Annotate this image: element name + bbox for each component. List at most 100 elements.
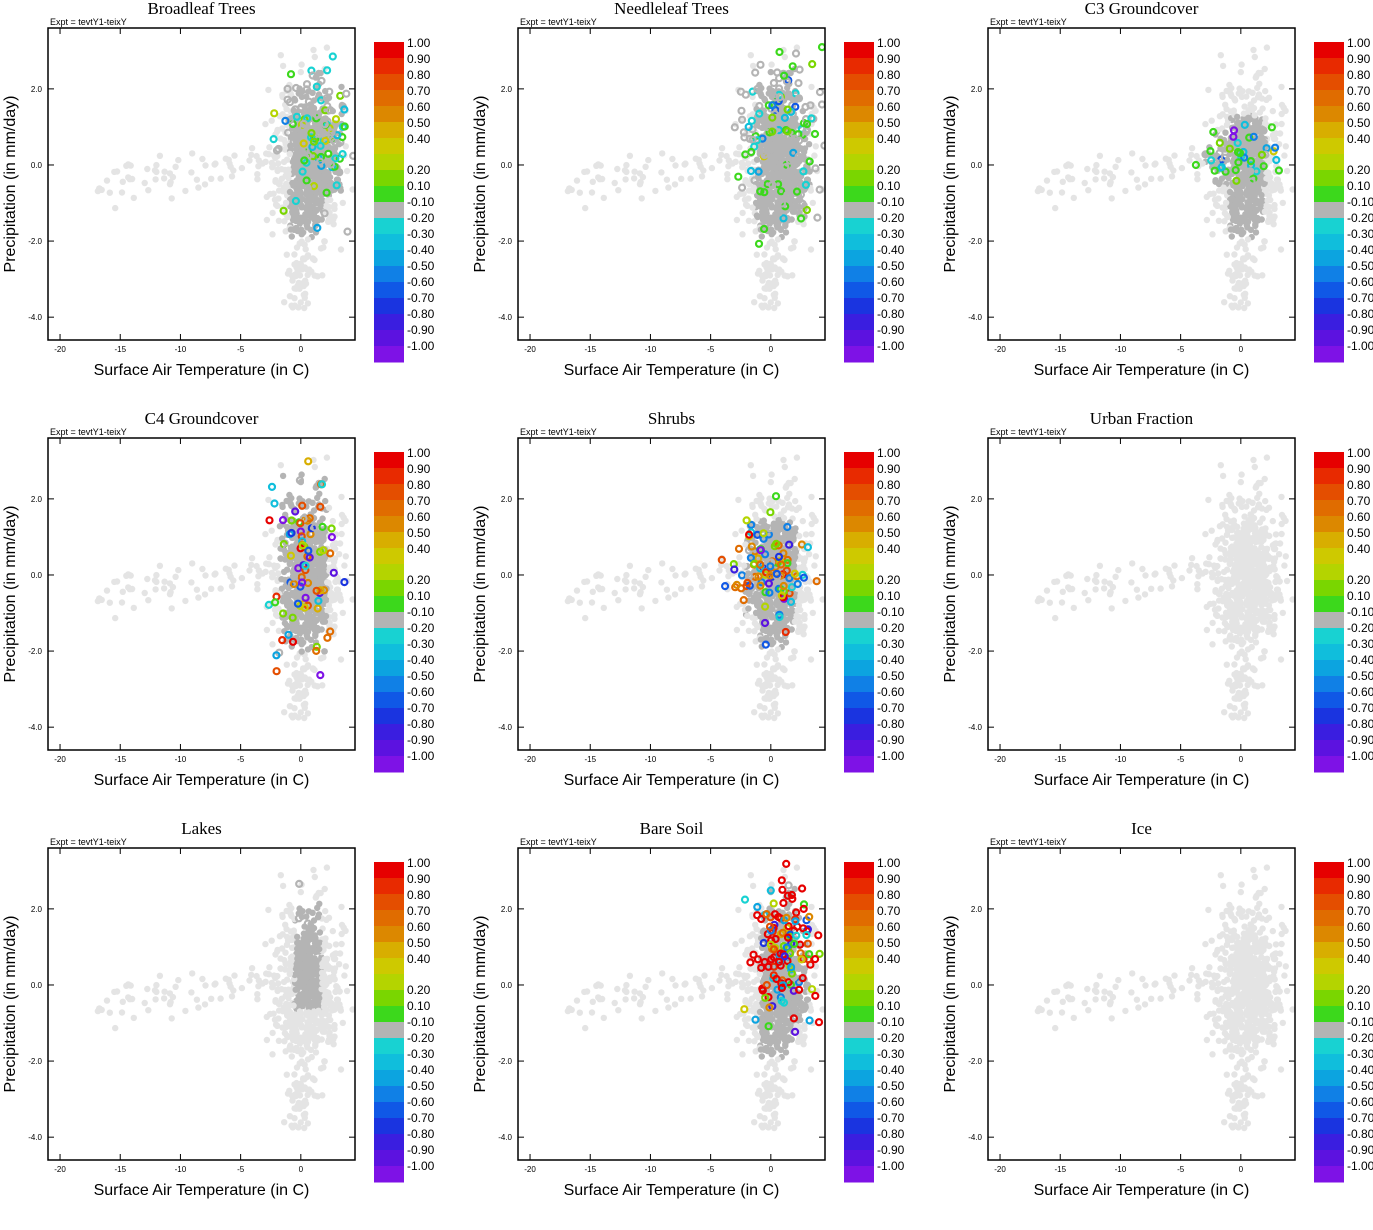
colorbar-swatch — [1314, 266, 1344, 283]
x-tick-label: -5 — [707, 345, 715, 354]
colorbar-swatch — [374, 692, 404, 709]
background-point — [293, 214, 299, 220]
background-point — [217, 175, 223, 181]
colorbar-label: 0.80 — [877, 478, 901, 492]
background-point — [612, 180, 618, 186]
background-point — [231, 562, 237, 568]
background-point — [771, 283, 777, 289]
background-point — [208, 586, 214, 592]
background-point — [783, 229, 789, 235]
background-point — [1135, 184, 1141, 190]
background-point — [645, 157, 651, 163]
background-point — [1209, 118, 1215, 124]
background-point — [281, 299, 287, 305]
background-point — [321, 648, 327, 654]
data-point — [756, 103, 762, 109]
colorbar-label: 0.40 — [407, 132, 431, 146]
background-point — [811, 562, 817, 568]
data-point — [331, 570, 337, 576]
background-point — [735, 497, 741, 503]
colorbar-label: 0.20 — [407, 163, 431, 177]
background-point — [755, 680, 761, 686]
colorbar-label: 0.50 — [877, 526, 901, 540]
scatter-points — [95, 454, 374, 721]
background-point — [1054, 168, 1060, 174]
background-point — [622, 586, 628, 592]
background-point — [283, 200, 289, 206]
background-point — [1264, 198, 1270, 204]
background-point — [718, 152, 724, 158]
background-point — [1254, 85, 1260, 91]
data-point — [274, 668, 280, 674]
data-point — [758, 62, 764, 68]
background-point — [682, 570, 688, 576]
background-point — [1234, 197, 1240, 203]
colorbar-label: 0.80 — [1347, 68, 1371, 82]
background-point — [1122, 188, 1128, 194]
background-point — [256, 157, 262, 163]
experiment-label: Expt = tevtY1-teixY — [520, 17, 597, 27]
background-point — [1273, 130, 1279, 136]
background-point — [341, 562, 347, 568]
background-point — [288, 495, 294, 501]
background-point — [199, 566, 205, 572]
background-point — [771, 715, 777, 721]
background-point — [758, 713, 764, 719]
background-point — [301, 305, 307, 311]
background-point — [627, 153, 633, 159]
background-point — [751, 709, 757, 715]
colorbar-label: 0.60 — [877, 100, 901, 114]
background-point — [782, 464, 788, 470]
background-point — [326, 505, 332, 511]
colorbar-label: -0.30 — [1347, 227, 1373, 241]
background-point — [294, 557, 300, 563]
background-point — [301, 283, 307, 289]
background-point — [1084, 166, 1090, 172]
background-point — [310, 255, 316, 261]
data-point — [269, 484, 275, 490]
background-point — [784, 683, 790, 689]
background-point — [312, 577, 318, 583]
background-point — [1240, 217, 1246, 223]
colorbar-label: -0.90 — [877, 323, 905, 337]
experiment-label: Expt = tevtY1-teixY — [520, 427, 597, 437]
background-point — [189, 150, 195, 156]
background-point — [153, 572, 159, 578]
data-point — [790, 63, 796, 69]
background-point — [810, 200, 816, 206]
background-point — [768, 69, 774, 75]
colorbar-swatch — [844, 202, 874, 219]
background-point — [323, 613, 329, 619]
background-point — [313, 567, 319, 573]
background-point — [784, 85, 790, 91]
colorbar-swatch — [374, 74, 404, 91]
background-point — [725, 573, 731, 579]
background-point — [112, 205, 118, 211]
colorbar-label: 0.80 — [877, 68, 901, 82]
colorbar-label: -0.40 — [1347, 243, 1373, 257]
background-point — [290, 182, 296, 188]
background-point — [782, 54, 788, 60]
background-point — [338, 246, 344, 252]
background-point — [769, 238, 775, 244]
y-tick-label: -2.0 — [498, 647, 512, 656]
colorbar-swatch — [844, 154, 874, 171]
data-point — [793, 51, 799, 57]
colorbar-swatch — [374, 106, 404, 123]
background-point — [700, 577, 706, 583]
background-point — [808, 246, 814, 252]
colorbar-label: -0.20 — [407, 211, 435, 225]
colorbar-swatch — [1314, 154, 1344, 171]
background-point — [281, 137, 287, 143]
background-point — [308, 679, 314, 685]
background-point — [1246, 199, 1252, 205]
data-point — [313, 648, 319, 654]
x-tick-label: -10 — [1115, 345, 1127, 354]
background-point — [269, 160, 275, 166]
colorbar-label: 0.80 — [407, 68, 431, 82]
colorbar-swatch — [374, 138, 404, 155]
colorbar-label: 0.50 — [407, 526, 431, 540]
colorbar-swatch — [1314, 330, 1344, 347]
colorbar-label: 0.70 — [1347, 84, 1371, 98]
